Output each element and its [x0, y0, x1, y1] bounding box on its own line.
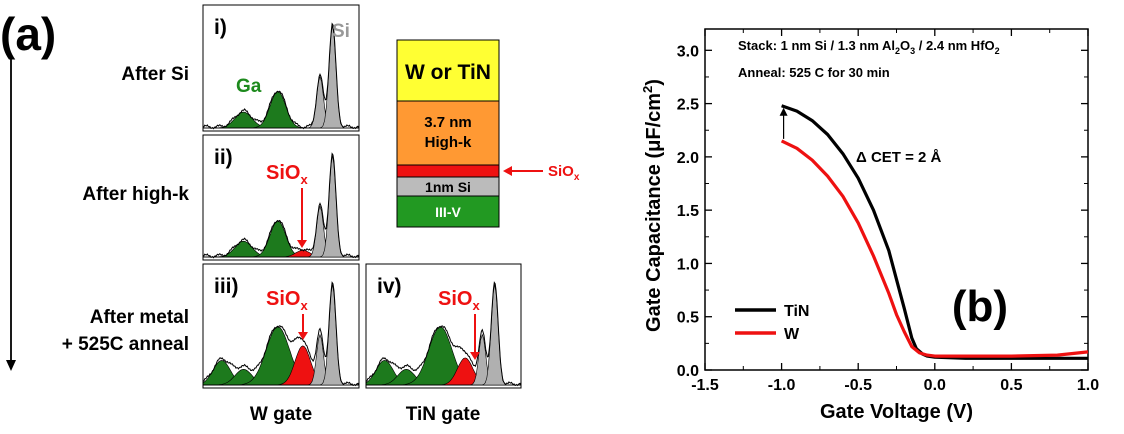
x-tick-label: 1.0	[1077, 377, 1099, 394]
gate-label-w: W gate	[250, 404, 312, 425]
panel-a-label: (a)	[0, 8, 56, 60]
xps-panel-i: i)	[202, 4, 360, 132]
panel-b: -1.5 -1.0 -0.5 0.0 0.5 1.0 0.0 0.5 1.0 1.5 2.0 2.5 3…	[640, 28, 1099, 423]
x-tick-label: -1.5	[691, 377, 719, 394]
xps-panel-iv: iv)	[365, 263, 522, 389]
spectrum-frame	[365, 263, 522, 389]
stack-siox-arrowhead	[503, 166, 512, 176]
y-tick-label: 1.0	[677, 256, 699, 273]
stack-siox-label: SiOx	[548, 163, 580, 183]
panel-a: (a) After Si After high-k After metal + 525C…	[0, 4, 580, 425]
legend-label-w: W	[784, 326, 800, 343]
y-tick-label: 3.0	[677, 43, 699, 60]
spectrum-frame	[202, 4, 360, 132]
x-axis-label: Gate Voltage (V)	[820, 401, 973, 423]
y-tick-label: 2.5	[677, 97, 699, 114]
measured-spectrum	[366, 281, 521, 387]
measured-spectrum	[203, 281, 359, 387]
x-tick-label: -1.0	[768, 377, 796, 394]
annotation-anneal: Anneal: 525 C for 30 min	[738, 65, 890, 80]
stack-metal-label: W or TiN	[405, 61, 491, 84]
annotation-cet: Δ CET = 2 Å	[856, 149, 942, 166]
series-line-w	[780, 139, 1089, 358]
siox-label-iv-arrowhead	[470, 352, 480, 360]
stack-si-label: 1nm Si	[425, 179, 471, 195]
xps-panel-ii: ii)	[202, 134, 360, 261]
ga-peak-label: Ga	[236, 76, 262, 97]
y-tick-label: 2.0	[677, 150, 699, 167]
stack-highk-layer	[396, 100, 500, 166]
subpanel-label: i)	[214, 16, 227, 39]
y-tick-label: 0.0	[677, 363, 699, 380]
stack-highk-label: High-k	[425, 134, 472, 151]
subpanel-label: iii)	[214, 275, 239, 298]
y-tick-label: 1.5	[677, 203, 699, 220]
measured-spectrum	[203, 22, 359, 130]
x-tick-label: -0.5	[844, 377, 872, 394]
stack-siox-layer	[396, 164, 500, 178]
process-arrow-head	[6, 360, 16, 371]
row-label-after-metal: After metal	[90, 307, 189, 328]
siox-label-iii: SiOx	[266, 288, 308, 313]
siox-label-iii-arrowhead	[298, 332, 308, 340]
si-peak-label: Si	[332, 21, 350, 42]
panel-b-label: (b)	[952, 282, 1008, 331]
row-label-after-high-k: After high-k	[82, 184, 189, 205]
spectrum-frame	[202, 134, 360, 261]
stack-metal-layer	[396, 39, 500, 102]
gate-label-tin: TiN gate	[406, 404, 481, 425]
xps-panel-iii: iii)	[202, 263, 360, 389]
x-tick-label: 0.5	[1000, 377, 1022, 394]
y-axis-label: Gate Capacitance (μF/cm2)	[640, 79, 665, 332]
stack-highk-thickness-label: 3.7 nm	[424, 114, 472, 131]
legend-label-tin: TiN	[784, 303, 809, 320]
series-line-tin	[781, 104, 1088, 360]
subpanel-label: ii)	[214, 146, 233, 169]
siox-label-ii: SiOx	[266, 162, 308, 187]
cet-arrowhead	[779, 107, 788, 116]
spectrum-frame	[202, 263, 360, 389]
y-tick-label: 0.5	[677, 310, 699, 327]
subpanel-label: iv)	[377, 275, 402, 298]
measured-spectrum	[203, 152, 359, 259]
row-label-after-si: After Si	[121, 64, 189, 85]
row-label-anneal: + 525C anneal	[62, 334, 189, 355]
stack-iii-v-label: III-V	[435, 204, 461, 220]
annotation-stack: Stack: 1 nm Si / 1.3 nm Al2O3 / 2.4 nm H…	[738, 38, 1000, 56]
plot-frame	[704, 28, 1089, 371]
siox-label-iv: SiOx	[438, 288, 480, 313]
stack-iii-v-layer	[396, 195, 500, 228]
x-tick-label: 0.0	[924, 377, 946, 394]
siox-label-ii-arrowhead	[297, 240, 307, 248]
